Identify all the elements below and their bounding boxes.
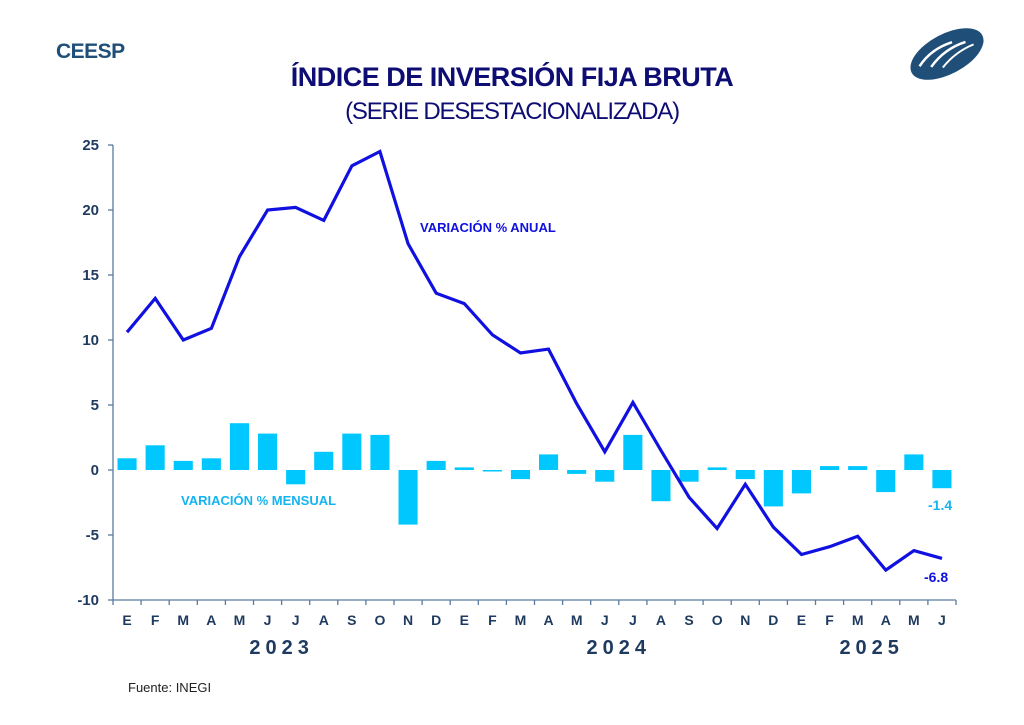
x-tick-label: S xyxy=(347,612,356,628)
bar-monthly xyxy=(735,470,755,480)
ceesp-swirl-logo-icon xyxy=(910,28,984,80)
bar-end-value-label: -1.4 xyxy=(928,497,952,513)
x-tick-label: J xyxy=(938,612,946,628)
y-tick-label: 15 xyxy=(82,267,99,284)
bar-monthly xyxy=(651,470,671,502)
bar-monthly xyxy=(201,458,221,470)
chart-title: ÍNDICE DE INVERSIÓN FIJA BRUTA xyxy=(290,62,734,92)
bar-monthly xyxy=(342,433,362,470)
y-tick-label: 0 xyxy=(91,462,99,479)
x-tick-label: D xyxy=(431,612,441,628)
line-annual xyxy=(125,149,943,573)
bar-monthly xyxy=(398,470,418,525)
y-tick-label: 25 xyxy=(82,137,99,154)
bar-monthly xyxy=(426,460,446,470)
x-tick-label: N xyxy=(740,612,750,628)
y-tick-label: -10 xyxy=(77,592,99,609)
bar-series-monthly xyxy=(117,423,952,525)
chart-subtitle: (SERIE DESESTACIONALIZADA) xyxy=(345,98,680,125)
bar-monthly xyxy=(286,470,306,485)
y-tick-label: 10 xyxy=(82,332,99,349)
x-tick-label: A xyxy=(656,612,666,628)
x-tick-label: N xyxy=(403,612,413,628)
bar-monthly xyxy=(623,434,643,470)
x-tick-label: M xyxy=(908,612,920,628)
bar-monthly xyxy=(510,470,531,480)
bar-monthly xyxy=(567,470,587,474)
x-tick-label: D xyxy=(768,612,778,628)
x-tick-label: M xyxy=(234,612,246,628)
x-tick-label: F xyxy=(825,612,834,628)
x-tick-label: S xyxy=(684,612,693,628)
bar-monthly xyxy=(707,467,727,470)
x-tick-label: E xyxy=(797,612,806,628)
source-note: Fuente: INEGI xyxy=(128,680,212,695)
year-label: 2025 xyxy=(839,637,904,659)
bar-monthly xyxy=(117,458,137,470)
bar-monthly xyxy=(482,470,502,472)
x-tick-label: A xyxy=(543,612,553,628)
bar-monthly xyxy=(848,466,868,470)
line-end-value-label: -6.8 xyxy=(924,569,948,585)
bar-monthly xyxy=(876,470,896,493)
x-tick-label: F xyxy=(488,612,497,628)
bar-monthly xyxy=(819,466,840,470)
bar-monthly xyxy=(454,467,474,470)
x-tick-label: M xyxy=(852,612,864,628)
bar-monthly xyxy=(679,470,699,482)
x-tick-label: M xyxy=(571,612,583,628)
x-tick-label: M xyxy=(177,612,189,628)
x-tick-label: E xyxy=(460,612,469,628)
bar-monthly xyxy=(791,470,812,494)
x-tick-label: J xyxy=(629,612,637,628)
x-tick-label: J xyxy=(292,612,300,628)
x-tick-label: A xyxy=(206,612,216,628)
x-tick-label: O xyxy=(712,612,723,628)
bar-monthly xyxy=(257,433,278,470)
brand-name: CEESP xyxy=(56,40,125,63)
y-tick-label: 5 xyxy=(91,397,99,414)
y-tick-label: 20 xyxy=(82,202,99,219)
bar-monthly xyxy=(763,470,783,507)
bar-monthly xyxy=(145,445,165,470)
year-label: 2023 xyxy=(249,637,314,659)
bar-monthly xyxy=(173,460,193,470)
x-tick-label: O xyxy=(375,612,386,628)
bar-monthly xyxy=(538,454,559,470)
line-series-label: VARIACIÓN % ANUAL xyxy=(420,220,556,235)
bar-monthly xyxy=(932,470,952,489)
bar-series-label: VARIACIÓN % MENSUAL xyxy=(181,493,336,508)
bar-monthly xyxy=(370,434,390,470)
line-series-annual xyxy=(125,149,943,573)
bar-monthly xyxy=(595,470,615,482)
bar-monthly xyxy=(314,451,334,470)
y-tick-label: -5 xyxy=(86,527,99,544)
x-tick-label: E xyxy=(122,612,131,628)
x-tick-label: J xyxy=(264,612,272,628)
x-tick-label: M xyxy=(515,612,527,628)
x-tick-label: A xyxy=(881,612,891,628)
bar-monthly xyxy=(904,454,924,470)
x-tick-label: F xyxy=(151,612,160,628)
x-tick-label: J xyxy=(601,612,609,628)
y-axis: -10 -5 0 5 10 15 20 25 xyxy=(77,137,114,609)
bar-monthly xyxy=(229,423,250,470)
x-tick-label: A xyxy=(319,612,329,628)
year-label: 2024 xyxy=(587,637,652,659)
